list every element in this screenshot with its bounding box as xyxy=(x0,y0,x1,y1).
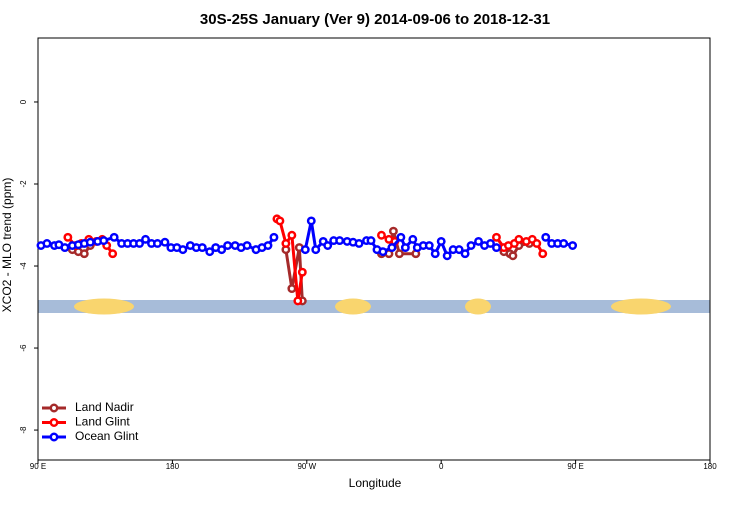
point xyxy=(99,236,109,246)
land-patch xyxy=(465,298,491,315)
x-tick-label: 180 xyxy=(166,462,180,471)
point xyxy=(366,236,376,246)
x-tick-label: 0 xyxy=(439,462,444,471)
point xyxy=(396,232,406,242)
point xyxy=(109,232,119,242)
point xyxy=(377,230,386,240)
point xyxy=(486,239,495,248)
legend-label: Ocean Glint xyxy=(75,429,139,443)
point xyxy=(135,239,144,248)
y-axis-label: XCO2 - MLO trend (ppm) xyxy=(0,178,14,313)
point xyxy=(293,296,303,306)
series xyxy=(63,214,548,306)
point xyxy=(217,245,227,255)
point xyxy=(275,216,285,226)
point xyxy=(492,232,501,242)
point xyxy=(400,243,410,253)
y-tick-label: -4 xyxy=(19,262,28,270)
point xyxy=(311,245,321,255)
x-tick-label: 90 W xyxy=(297,462,316,471)
point xyxy=(354,239,364,248)
point xyxy=(153,239,162,248)
x-axis-label: Longitude xyxy=(349,476,402,490)
point xyxy=(297,267,307,277)
series xyxy=(36,216,578,261)
land-ocean-band xyxy=(38,298,710,315)
chart-title: 30S-25S January (Ver 9) 2014-09-06 to 20… xyxy=(200,11,550,28)
land-patch xyxy=(74,298,134,315)
x-tick-label: 90 E xyxy=(567,462,583,471)
point xyxy=(85,237,95,247)
ocean-band xyxy=(38,300,710,313)
plot-frame xyxy=(37,37,711,461)
point xyxy=(466,241,476,250)
point xyxy=(205,247,215,257)
y-tick-label: -6 xyxy=(19,344,28,352)
point xyxy=(281,239,291,248)
point xyxy=(269,232,279,242)
legend-label: Land Glint xyxy=(75,415,130,429)
legend-marker xyxy=(49,418,59,427)
point xyxy=(508,251,518,261)
point xyxy=(79,249,89,259)
legend-marker xyxy=(49,403,59,413)
point xyxy=(287,284,297,294)
point xyxy=(160,237,170,247)
point xyxy=(454,245,464,255)
point xyxy=(378,247,388,257)
point xyxy=(197,243,207,253)
point xyxy=(387,243,397,253)
x-tick-label: 90 E xyxy=(30,462,46,471)
point xyxy=(287,230,297,240)
point xyxy=(263,241,273,250)
legend-label: Land Nadir xyxy=(75,400,134,414)
point xyxy=(60,243,70,253)
point xyxy=(492,243,501,253)
point xyxy=(532,239,542,248)
point xyxy=(559,239,569,248)
point xyxy=(442,251,452,261)
point xyxy=(63,232,73,242)
point xyxy=(141,234,150,244)
point xyxy=(388,226,398,236)
point xyxy=(424,241,434,250)
point xyxy=(108,249,118,259)
point xyxy=(335,236,345,246)
point xyxy=(430,249,440,259)
x-tick-label: 180 xyxy=(703,462,717,471)
land-patch xyxy=(611,298,671,315)
y-tick-label: -8 xyxy=(19,426,28,434)
y-tick-label: -2 xyxy=(19,180,28,188)
point xyxy=(408,234,418,244)
point xyxy=(514,234,524,244)
point xyxy=(242,241,252,250)
land-patch xyxy=(335,298,371,315)
point xyxy=(323,241,333,250)
point xyxy=(306,216,316,226)
point xyxy=(42,239,52,248)
point xyxy=(460,249,470,259)
legend-marker xyxy=(49,432,59,442)
point xyxy=(538,249,548,259)
point xyxy=(474,236,483,246)
point xyxy=(436,236,446,246)
point xyxy=(223,241,233,250)
point xyxy=(568,241,578,250)
point xyxy=(394,249,404,259)
point xyxy=(178,245,188,255)
point xyxy=(300,245,310,255)
y-tick-label: 0 xyxy=(19,99,28,104)
point xyxy=(541,232,551,242)
